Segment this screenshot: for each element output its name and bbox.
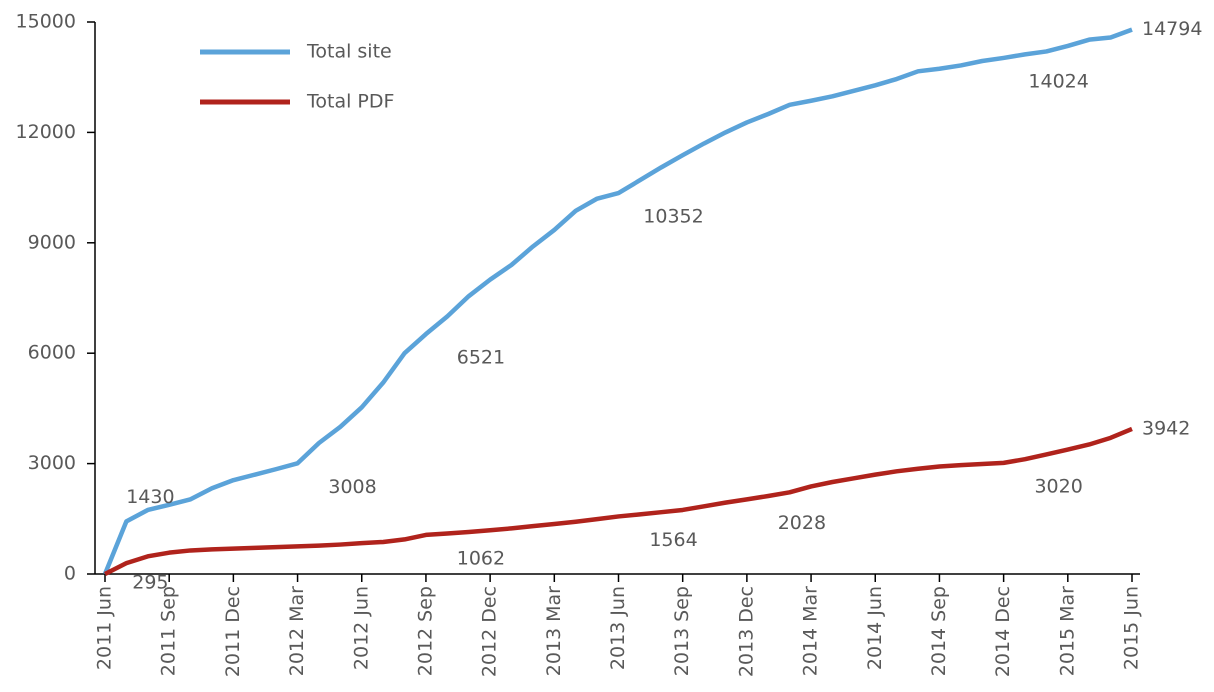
data-label: 1564 [649,529,697,551]
x-tick-label: 2012 Dec [479,586,501,677]
x-tick-label: 2013 Jun [607,586,629,670]
x-tick-label: 2011 Sep [158,586,180,676]
data-label: 14024 [1028,70,1088,92]
legend-label: Total PDF [306,91,394,113]
data-label: 1430 [126,486,174,508]
x-tick-label: 2012 Sep [414,586,436,676]
data-label: 295 [132,572,168,594]
data-label: 3942 [1142,417,1190,439]
data-label: 2028 [778,512,826,534]
x-tick-label: 2012 Mar [286,586,308,676]
data-label: 6521 [457,347,505,369]
data-label: 1062 [457,547,505,569]
x-tick-label: 2011 Jun [94,586,116,670]
data-label: 3008 [328,476,376,498]
y-tick-label: 6000 [28,342,76,364]
y-tick-label: 15000 [16,11,76,33]
data-label: 3020 [1034,475,1082,497]
x-tick-label: 2015 Mar [1056,586,1078,676]
x-tick-label: 2013 Sep [671,586,693,676]
x-tick-label: 2014 Sep [928,586,950,676]
legend-label: Total site [306,41,392,63]
x-tick-label: 2014 Jun [864,586,886,670]
y-tick-label: 12000 [16,121,76,143]
x-tick-label: 2013 Mar [543,586,565,676]
data-label: 10352 [643,206,703,228]
y-tick-label: 9000 [28,231,76,253]
series-line [102,27,1133,575]
series-line [103,426,1133,577]
x-tick-label: 2013 Dec [735,586,757,677]
x-tick-label: 2014 Dec [992,586,1014,677]
x-tick-label: 2012 Jun [350,586,372,670]
y-tick-label: 0 [64,563,76,585]
y-tick-label: 3000 [28,452,76,474]
x-tick-label: 2015 Jun [1121,586,1143,670]
x-tick-label: 2011 Dec [222,586,244,677]
x-tick-label: 2014 Mar [800,586,822,676]
data-label: 14794 [1142,18,1202,40]
